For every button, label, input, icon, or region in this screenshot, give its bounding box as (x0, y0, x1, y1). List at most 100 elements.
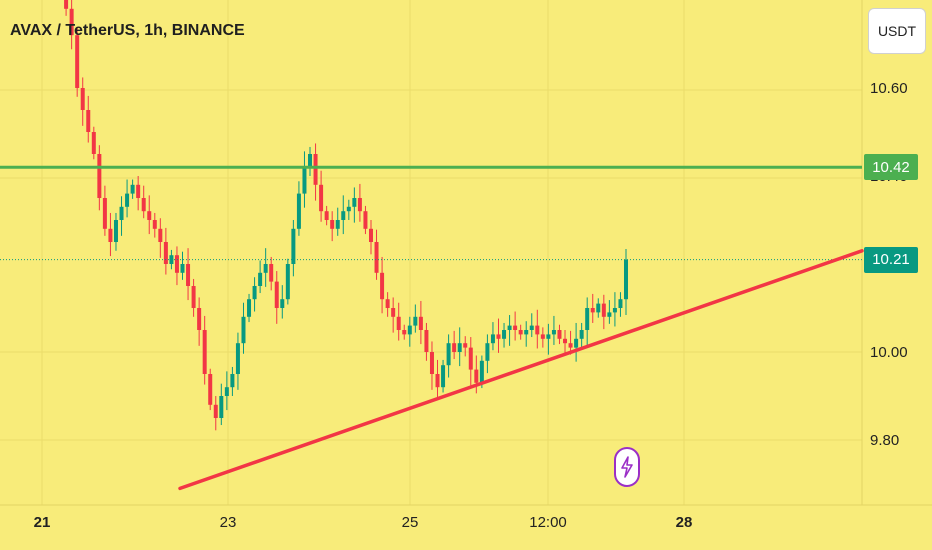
candle-body (141, 198, 146, 212)
candle-body (125, 193, 130, 207)
candle-body (86, 110, 91, 132)
candle-body (507, 325, 512, 330)
candle-body (352, 198, 357, 207)
candle-body (612, 308, 617, 313)
candle-body (80, 88, 85, 110)
candle-body (429, 352, 434, 374)
support-trendline[interactable] (178, 249, 864, 491)
candle-body (202, 330, 207, 374)
y-tick-label: 10.00 (870, 344, 908, 361)
candle-body (252, 286, 257, 300)
candle-body (374, 242, 379, 273)
candle-body (563, 338, 568, 344)
candle-body (618, 299, 623, 308)
lightning-icon[interactable] (614, 447, 640, 487)
candle-body (624, 259, 628, 300)
candle-body (335, 220, 340, 229)
candle-body (341, 211, 346, 220)
candle-body (274, 281, 279, 308)
candle-body (130, 184, 135, 194)
candle-body (180, 264, 185, 273)
candle-body (241, 316, 246, 344)
candle-body (186, 264, 191, 286)
candle-body (296, 193, 301, 229)
candle-body (219, 396, 224, 418)
resistance-price-tag: 10.42 (864, 154, 918, 181)
candle-body (446, 343, 451, 366)
candle-body (452, 343, 457, 352)
candle-body (518, 330, 523, 335)
candle-body (285, 264, 290, 300)
chart-title: AVAX / TetherUS, 1h, BINANCE (10, 22, 245, 39)
candle-body (230, 374, 235, 388)
candle-body (119, 206, 124, 220)
candle-body (590, 308, 595, 313)
candle-body (136, 184, 141, 198)
candle-body (235, 343, 240, 374)
candle-body (601, 303, 606, 317)
candle-body (540, 334, 545, 339)
candle-body (402, 330, 407, 335)
candle-body (441, 365, 446, 388)
chart-grid (0, 0, 932, 506)
candle-body (557, 330, 562, 339)
candle-body (380, 272, 385, 300)
candle-body (363, 211, 368, 229)
candle-body (191, 286, 196, 308)
candle-body (535, 325, 540, 335)
candle-body (197, 308, 202, 330)
candle-body (502, 330, 507, 339)
candle-body (102, 198, 107, 229)
x-tick-label: 12:00 (529, 514, 567, 531)
candle-body (551, 330, 556, 335)
candle-body (468, 347, 473, 370)
candle-body (546, 334, 551, 339)
candle-body (385, 299, 390, 308)
candle-body (413, 316, 418, 326)
candle-body (418, 316, 423, 330)
x-tick-label: 28 (675, 514, 693, 531)
candle-body (313, 154, 318, 185)
candle-body (163, 242, 168, 264)
candle-body (280, 299, 285, 308)
candle-body (496, 334, 501, 339)
candle-body (258, 272, 263, 286)
candle-body (357, 198, 362, 212)
candle-body (596, 303, 601, 313)
candles-group (64, 0, 628, 431)
currency-button[interactable]: USDT (868, 8, 926, 54)
candle-body (302, 167, 307, 194)
candle-body (568, 343, 573, 348)
candle-body (330, 220, 335, 229)
candle-body (64, 0, 69, 9)
candle-body (513, 325, 518, 330)
candle-body (158, 228, 163, 242)
candle-body (147, 211, 152, 220)
candle-body (391, 308, 396, 317)
candle-body (485, 343, 490, 361)
candle-body (407, 325, 412, 335)
candle-body (396, 316, 401, 330)
candle-body (108, 228, 113, 242)
candle-body (574, 338, 579, 348)
candle-body (213, 404, 218, 418)
candle-body (474, 369, 479, 383)
candle-body (97, 154, 102, 198)
candle-body (263, 264, 268, 273)
candle-body (479, 360, 484, 383)
candle-body (524, 330, 529, 335)
x-tick-label: 25 (401, 514, 419, 531)
candle-body (463, 343, 468, 348)
candle-body (368, 228, 373, 242)
candle-body (113, 220, 118, 242)
candle-body (291, 228, 296, 264)
candle-body (490, 334, 495, 344)
candle-body (174, 255, 179, 273)
candle-body (269, 264, 274, 282)
candle-body (324, 211, 329, 220)
lightning-glyph (621, 456, 633, 478)
candle-body (91, 132, 96, 154)
x-tick-label: 23 (219, 514, 237, 531)
y-tick-label: 9.80 (870, 432, 900, 449)
